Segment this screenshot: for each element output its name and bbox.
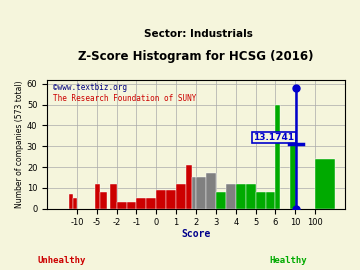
- Bar: [192, 177, 196, 209]
- Bar: [117, 202, 127, 209]
- Bar: [110, 184, 117, 209]
- Bar: [176, 184, 186, 209]
- Bar: [127, 202, 136, 209]
- Bar: [315, 159, 335, 209]
- Bar: [136, 198, 147, 209]
- Bar: [147, 198, 156, 209]
- Bar: [275, 104, 280, 209]
- Bar: [226, 184, 236, 209]
- Bar: [156, 190, 166, 209]
- Text: 13.1741: 13.1741: [253, 133, 294, 142]
- Title: Z-Score Histogram for HCSG (2016): Z-Score Histogram for HCSG (2016): [78, 50, 314, 63]
- Bar: [69, 194, 73, 209]
- Bar: [95, 184, 100, 209]
- Bar: [196, 177, 206, 209]
- Bar: [291, 144, 296, 209]
- Bar: [256, 192, 266, 209]
- Bar: [246, 184, 256, 209]
- Bar: [100, 192, 107, 209]
- Bar: [236, 184, 246, 209]
- Bar: [186, 165, 192, 209]
- Text: ©www.textbiz.org: ©www.textbiz.org: [53, 83, 127, 92]
- Text: The Research Foundation of SUNY: The Research Foundation of SUNY: [53, 94, 197, 103]
- Bar: [216, 192, 226, 209]
- Bar: [266, 192, 275, 209]
- Text: Unhealthy: Unhealthy: [37, 256, 85, 265]
- Text: Sector: Industrials: Sector: Industrials: [144, 29, 252, 39]
- Y-axis label: Number of companies (573 total): Number of companies (573 total): [15, 80, 24, 208]
- Bar: [166, 190, 176, 209]
- Text: Healthy: Healthy: [269, 256, 307, 265]
- Bar: [206, 173, 216, 209]
- X-axis label: Score: Score: [181, 229, 211, 239]
- Bar: [73, 198, 77, 209]
